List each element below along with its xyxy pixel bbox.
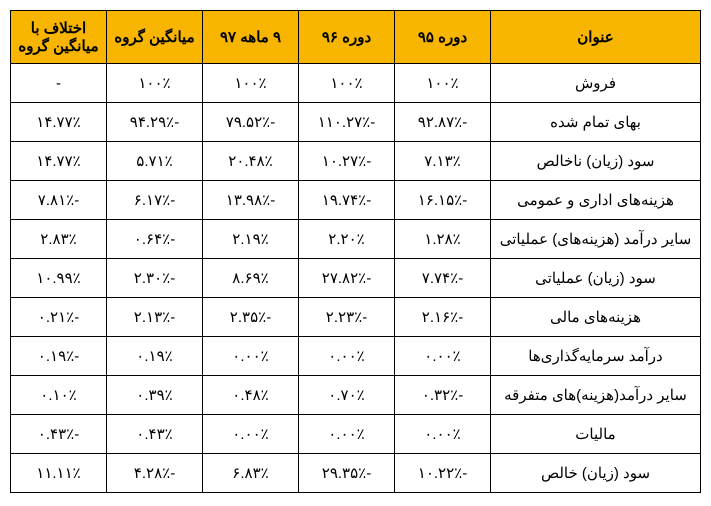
row-value: -۲.۲۳٪	[299, 298, 395, 337]
header-period96: دوره ۹۶	[299, 11, 395, 64]
row-value: ۲.۱۹٪	[203, 220, 299, 259]
row-value: ۰.۳۹٪	[107, 376, 203, 415]
row-value: -۱۶.۱۵٪	[395, 181, 491, 220]
row-value: ۰.۰۰٪	[395, 415, 491, 454]
row-title: هزینه‌های اداری و عمومی	[491, 181, 701, 220]
row-title: فروش	[491, 64, 701, 103]
row-value: -۷.۷۴٪	[395, 259, 491, 298]
row-value: -۱۳.۹۸٪	[203, 181, 299, 220]
row-title: سود (زیان) خالص	[491, 454, 701, 493]
table-row: مالیات۰.۰۰٪۰.۰۰٪۰.۰۰٪۰.۴۳٪-۰.۴۳٪	[11, 415, 701, 454]
row-value: -۱۱۰.۲۷٪	[299, 103, 395, 142]
row-value: ۸.۶۹٪	[203, 259, 299, 298]
row-value: ۰.۰۰٪	[395, 337, 491, 376]
table-row: بهای تمام شده-۹۲.۸۷٪-۱۱۰.۲۷٪-۷۹.۵۲٪-۹۴.۲…	[11, 103, 701, 142]
row-value: -۱۹.۷۴٪	[299, 181, 395, 220]
row-value: -۲۹.۳۵٪	[299, 454, 395, 493]
row-title: سود (زیان) عملیاتی	[491, 259, 701, 298]
row-value: ۰.۱۰٪	[11, 376, 107, 415]
row-value: ۰.۴۳٪	[107, 415, 203, 454]
row-value: ۱۴.۷۷٪	[11, 103, 107, 142]
table-row: هزینه‌های اداری و عمومی-۱۶.۱۵٪-۱۹.۷۴٪-۱۳…	[11, 181, 701, 220]
row-value: -۲۷.۸۲٪	[299, 259, 395, 298]
header-row: عنوان دوره ۹۵ دوره ۹۶ ۹ ماهه ۹۷ میانگین …	[11, 11, 701, 64]
table-row: سود (زیان) خالص-۱۰.۲۲٪-۲۹.۳۵٪۶.۸۳٪-۴.۲۸٪…	[11, 454, 701, 493]
row-value: ۶.۸۳٪	[203, 454, 299, 493]
header-diff: اختلاف با میانگین گروه	[11, 11, 107, 64]
row-value: -۹۴.۲۹٪	[107, 103, 203, 142]
row-value: -۲.۱۳٪	[107, 298, 203, 337]
row-value: ۰.۰۰٪	[203, 415, 299, 454]
row-value: -۰.۱۹٪	[11, 337, 107, 376]
row-value: -۰.۳۲٪	[395, 376, 491, 415]
row-value: ۰.۱۹٪	[107, 337, 203, 376]
row-value: -۲.۳۰٪	[107, 259, 203, 298]
row-value: -۶.۱۷٪	[107, 181, 203, 220]
row-value: -۰.۶۴٪	[107, 220, 203, 259]
row-value: ۲۰.۴۸٪	[203, 142, 299, 181]
table-row: هزینه‌های مالی-۲.۱۶٪-۲.۲۳٪-۲.۳۵٪-۲.۱۳٪-۰…	[11, 298, 701, 337]
row-value: ۱۰۰٪	[107, 64, 203, 103]
table-row: سایر درآمد(هزینه)های متفرقه-۰.۳۲٪۰.۷۰٪۰.…	[11, 376, 701, 415]
row-value: ۰.۰۰٪	[299, 337, 395, 376]
row-title: سایر درآمد (هزینه‌های) عملیاتی	[491, 220, 701, 259]
row-value: ۰.۷۰٪	[299, 376, 395, 415]
table-row: درآمد سرمایه‌گذاری‌ها۰.۰۰٪۰.۰۰٪۰.۰۰٪۰.۱۹…	[11, 337, 701, 376]
row-value: ۲.۲۰٪	[299, 220, 395, 259]
row-value: ۲.۸۳٪	[11, 220, 107, 259]
table-row: سود (زیان) عملیاتی-۷.۷۴٪-۲۷.۸۲٪۸.۶۹٪-۲.۳…	[11, 259, 701, 298]
row-title: درآمد سرمایه‌گذاری‌ها	[491, 337, 701, 376]
header-period95: دوره ۹۵	[395, 11, 491, 64]
row-value: ۰.۰۰٪	[203, 337, 299, 376]
row-value: ۱۰.۹۹٪	[11, 259, 107, 298]
header-group-avg: میانگین گروه	[107, 11, 203, 64]
row-value: -۰.۲۱٪	[11, 298, 107, 337]
financial-table: عنوان دوره ۹۵ دوره ۹۶ ۹ ماهه ۹۷ میانگین …	[10, 10, 701, 493]
row-value: -۱۰.۲۷٪	[299, 142, 395, 181]
row-value: -	[11, 64, 107, 103]
table-row: سود (زیان) ناخالص۷.۱۳٪-۱۰.۲۷٪۲۰.۴۸٪۵.۷۱٪…	[11, 142, 701, 181]
table-row: فروش۱۰۰٪۱۰۰٪۱۰۰٪۱۰۰٪-	[11, 64, 701, 103]
row-value: ۱۴.۷۷٪	[11, 142, 107, 181]
row-value: ۱۰۰٪	[299, 64, 395, 103]
header-title: عنوان	[491, 11, 701, 64]
row-value: -۰.۴۳٪	[11, 415, 107, 454]
row-value: ۱۰۰٪	[203, 64, 299, 103]
row-value: -۹۲.۸۷٪	[395, 103, 491, 142]
row-value: ۰.۴۸٪	[203, 376, 299, 415]
row-value: -۱۰.۲۲٪	[395, 454, 491, 493]
row-value: -۲.۳۵٪	[203, 298, 299, 337]
row-title: سود (زیان) ناخالص	[491, 142, 701, 181]
row-value: ۱۰۰٪	[395, 64, 491, 103]
row-value: ۷.۱۳٪	[395, 142, 491, 181]
header-9month97: ۹ ماهه ۹۷	[203, 11, 299, 64]
row-title: بهای تمام شده	[491, 103, 701, 142]
row-value: ۰.۰۰٪	[299, 415, 395, 454]
row-title: هزینه‌های مالی	[491, 298, 701, 337]
row-title: سایر درآمد(هزینه)های متفرقه	[491, 376, 701, 415]
row-value: -۷.۸۱٪	[11, 181, 107, 220]
row-value: ۵.۷۱٪	[107, 142, 203, 181]
row-value: ۱.۲۸٪	[395, 220, 491, 259]
row-value: ۱۱.۱۱٪	[11, 454, 107, 493]
row-value: -۲.۱۶٪	[395, 298, 491, 337]
table-row: سایر درآمد (هزینه‌های) عملیاتی۱.۲۸٪۲.۲۰٪…	[11, 220, 701, 259]
row-title: مالیات	[491, 415, 701, 454]
row-value: -۷۹.۵۲٪	[203, 103, 299, 142]
row-value: -۴.۲۸٪	[107, 454, 203, 493]
